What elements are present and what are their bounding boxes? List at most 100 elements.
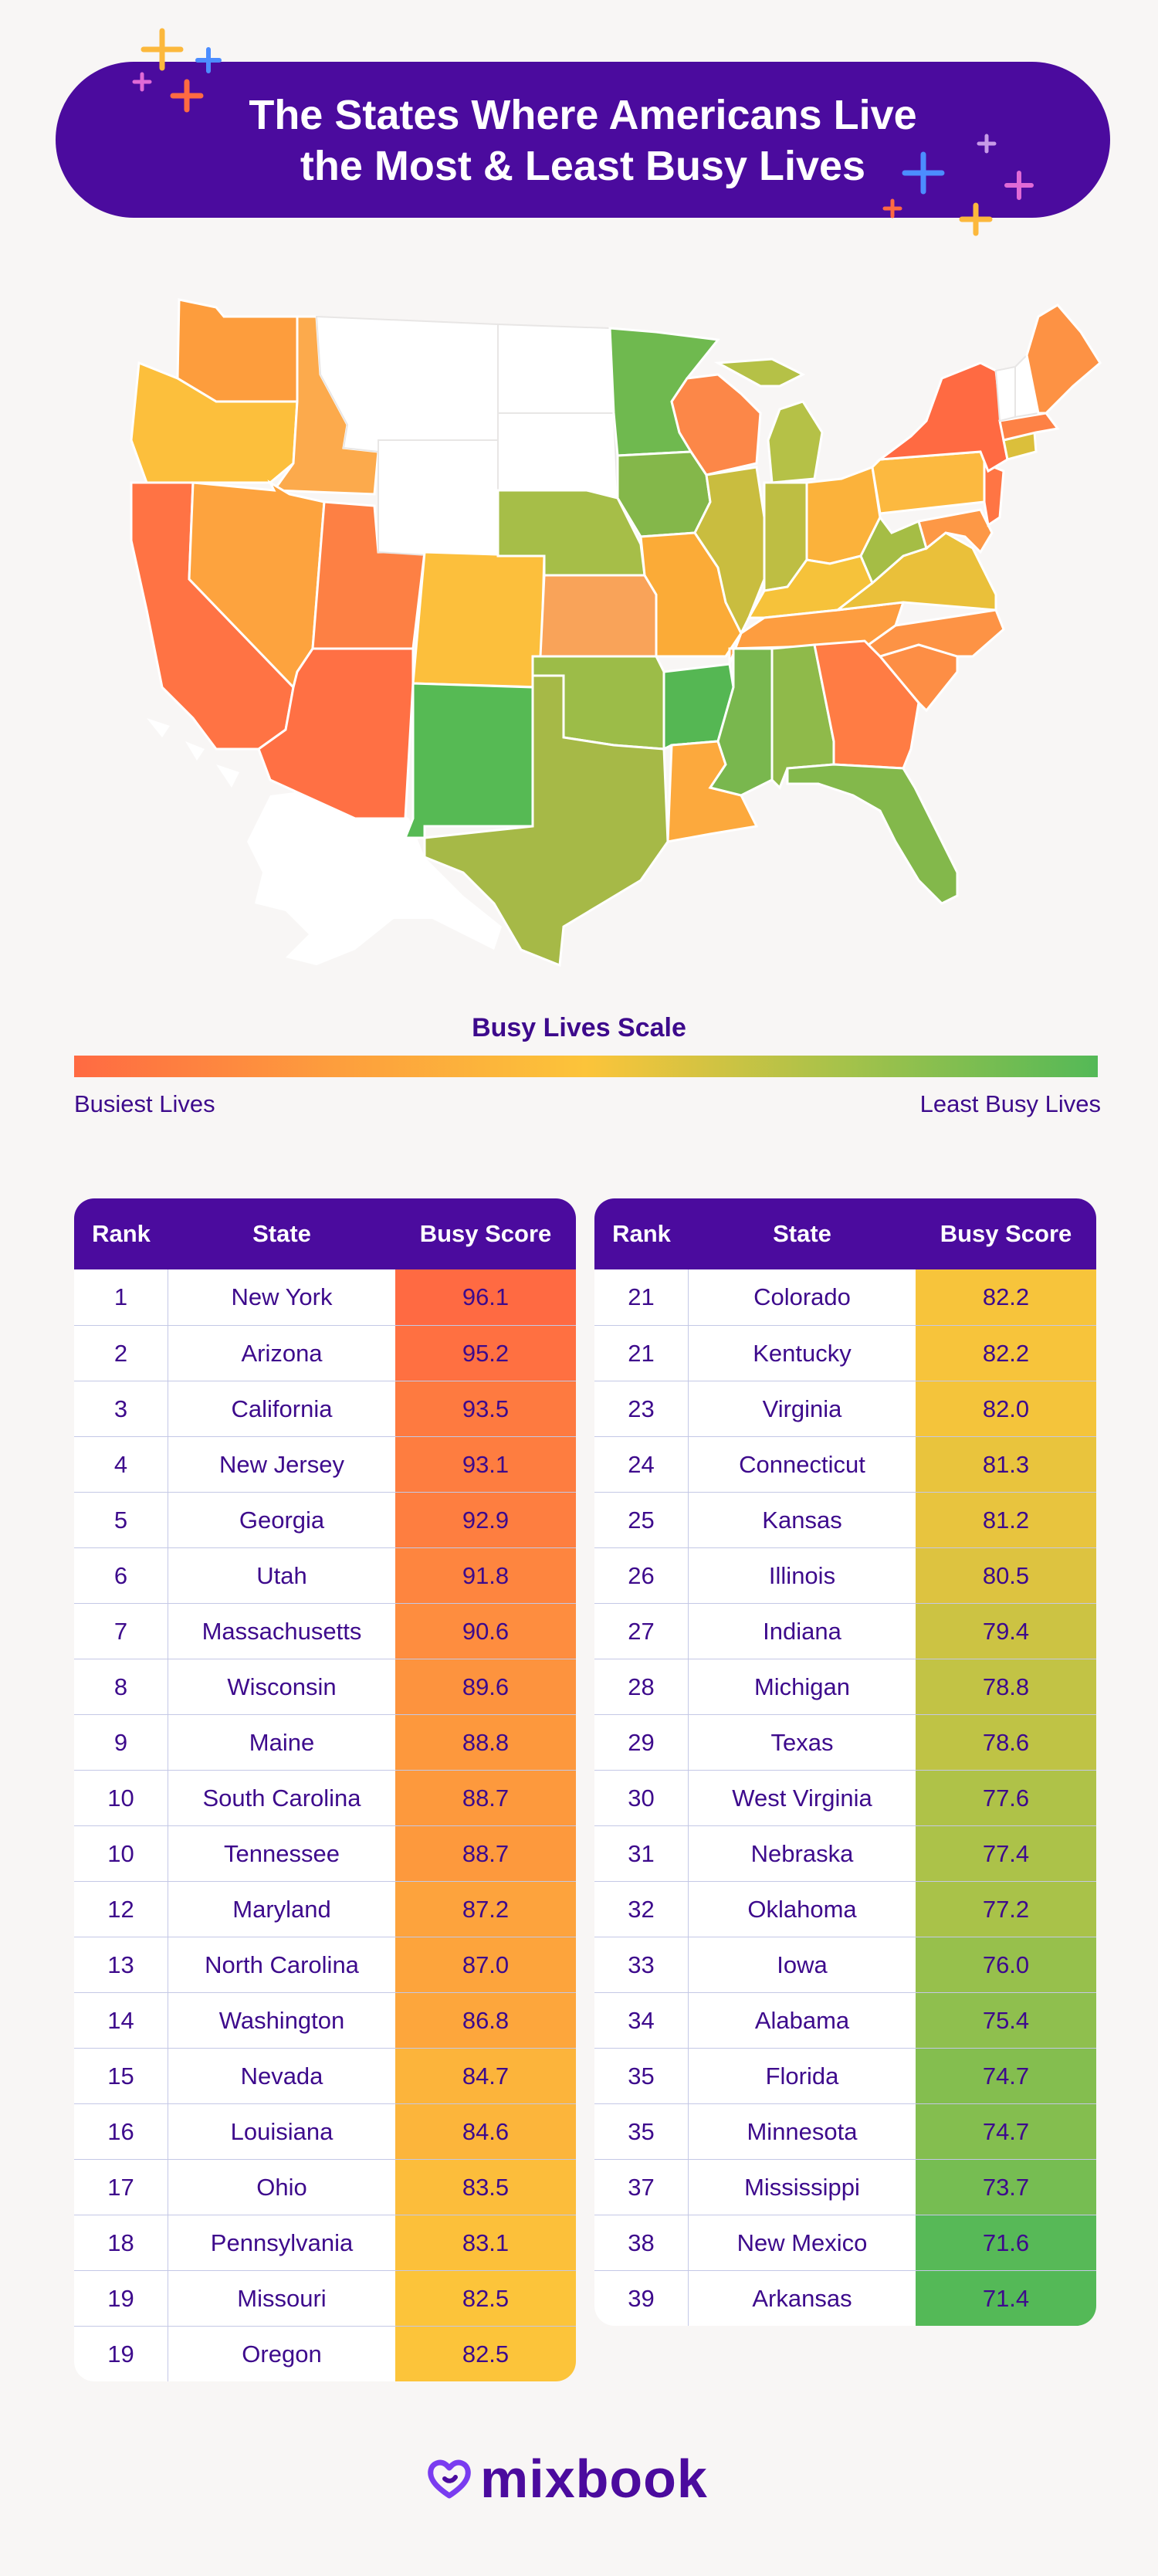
table-row: 16 Louisiana 84.6	[74, 2103, 576, 2160]
table-row: 10 Tennessee 88.7	[74, 1825, 576, 1882]
rank-cell: 35	[594, 2049, 689, 2104]
state-colorado	[411, 551, 546, 689]
state-cell: West Virginia	[732, 1785, 872, 1812]
title-banner: The States Where Americans Live the Most…	[56, 62, 1110, 218]
state-cell: Iowa	[777, 1951, 828, 1978]
score-cell: 71.4	[916, 2271, 1096, 2326]
table-row: 2 Arizona 95.2	[74, 1325, 576, 1381]
table-row: 26 Illinois 80.5	[594, 1547, 1096, 1604]
score-cell: 82.2	[916, 1326, 1096, 1381]
rank-cell: 30	[594, 1771, 689, 1826]
score-cell: 79.4	[916, 1604, 1096, 1659]
table-row: 37 Mississippi 73.7	[594, 2159, 1096, 2215]
state-cell: Minnesota	[747, 2118, 858, 2145]
rank-cell: 1	[74, 1269, 168, 1325]
state-cell: Kentucky	[753, 1340, 852, 1367]
rank-cell: 2	[74, 1326, 168, 1381]
score-cell: 89.6	[395, 1659, 576, 1715]
score-cell: 81.3	[916, 1437, 1096, 1493]
rank-cell: 3	[74, 1381, 168, 1437]
score-cell: 83.5	[395, 2160, 576, 2215]
sparkle-icon	[141, 28, 184, 71]
rank-cell: 9	[74, 1715, 168, 1771]
table-row: 8 Wisconsin 89.6	[74, 1659, 576, 1715]
rank-cell: 24	[594, 1437, 689, 1493]
color-scale-bar	[74, 1056, 1098, 1077]
score-cell: 78.6	[916, 1715, 1096, 1771]
table-row: 29 Texas 78.6	[594, 1714, 1096, 1771]
rank-cell: 39	[594, 2271, 689, 2326]
state-cell: California	[231, 1395, 333, 1422]
state-cell: Colorado	[753, 1283, 851, 1310]
sparkle-icon	[977, 134, 997, 154]
sparkle-icon	[902, 151, 945, 195]
score-cell: 90.6	[395, 1604, 576, 1659]
column-header-rank: Rank	[92, 1220, 151, 1247]
table-row: 9 Maine 88.8	[74, 1714, 576, 1771]
table-row: 23 Virginia 82.0	[594, 1381, 1096, 1437]
state-cell: Nevada	[240, 2062, 323, 2090]
table-row: 13 North Carolina 87.0	[74, 1937, 576, 1993]
page-title-line-2: the Most & Least Busy Lives	[300, 143, 866, 189]
state-cell: Washington	[218, 2007, 345, 2034]
score-cell: 74.7	[916, 2049, 1096, 2104]
state-north-dakota	[497, 323, 615, 414]
score-cell: 82.2	[916, 1269, 1096, 1325]
state-florida	[786, 763, 959, 905]
table-row: 18 Pennsylvania 83.1	[74, 2215, 576, 2271]
table-row: 31 Nebraska 77.4	[594, 1825, 1096, 1882]
state-cell: Florida	[765, 2062, 839, 2090]
score-cell: 88.7	[395, 1771, 576, 1826]
state-cell: Virginia	[762, 1395, 842, 1422]
rank-cell: 7	[74, 1604, 168, 1659]
rank-cell: 21	[594, 1326, 689, 1381]
rank-cell: 21	[594, 1269, 689, 1325]
score-cell: 86.8	[395, 1993, 576, 2049]
state-texas	[423, 674, 669, 968]
state-cell: Missouri	[237, 2285, 327, 2312]
rank-cell: 12	[74, 1882, 168, 1937]
state-new-york	[875, 361, 1009, 473]
rank-cell: 10	[74, 1771, 168, 1826]
us-choropleth-map	[130, 298, 1102, 968]
table-row: 4 New Jersey 93.1	[74, 1436, 576, 1493]
rank-cell: 8	[74, 1659, 168, 1715]
score-cell: 73.7	[916, 2160, 1096, 2215]
state-cell: Kansas	[762, 1507, 842, 1534]
score-cell: 93.5	[395, 1381, 576, 1437]
rank-cell: 13	[74, 1937, 168, 1993]
state-cell: Oklahoma	[747, 1896, 857, 1923]
rank-cell: 5	[74, 1493, 168, 1548]
sparkle-icon	[1004, 171, 1034, 200]
rank-cell: 31	[594, 1826, 689, 1882]
table-row: 14 Washington 86.8	[74, 1992, 576, 2049]
state-new-mexico	[403, 682, 534, 839]
heart-logo-icon	[428, 2459, 471, 2499]
sparkle-icon	[170, 79, 204, 113]
rank-cell: 19	[74, 2327, 168, 2381]
table-row: 1 New York 96.1	[74, 1269, 576, 1325]
rank-cell: 25	[594, 1493, 689, 1548]
table-row: 24 Connecticut 81.3	[594, 1436, 1096, 1493]
table-row: 32 Oklahoma 77.2	[594, 1881, 1096, 1937]
table-row: 5 Georgia 92.9	[74, 1492, 576, 1548]
state-cell: Arizona	[241, 1340, 323, 1367]
table-header: Rank State Busy Score	[594, 1198, 1096, 1269]
table-row: 35 Minnesota 74.7	[594, 2103, 1096, 2160]
rank-cell: 17	[74, 2160, 168, 2215]
score-cell: 80.5	[916, 1548, 1096, 1604]
column-header-score: Busy Score	[940, 1220, 1072, 1247]
score-cell: 83.1	[395, 2215, 576, 2271]
column-header-state: State	[252, 1220, 311, 1247]
table-row: 28 Michigan 78.8	[594, 1659, 1096, 1715]
table-body: 1 New York 96.1 2 Arizona 95.2 3 California 93.5…	[74, 1269, 576, 2381]
ranking-table-right: Rank State Busy Score 21 Colorado 82.2 21 Ke…	[594, 1198, 1096, 2326]
state-washington	[176, 298, 303, 403]
table-row: 38 New Mexico 71.6	[594, 2215, 1096, 2271]
scale-left-label: Busiest Lives	[74, 1090, 215, 1117]
state-hawaii	[147, 718, 239, 788]
rank-cell: 18	[74, 2215, 168, 2271]
state-maine	[1025, 303, 1102, 415]
rank-cell: 16	[74, 2104, 168, 2160]
rank-cell: 28	[594, 1659, 689, 1715]
